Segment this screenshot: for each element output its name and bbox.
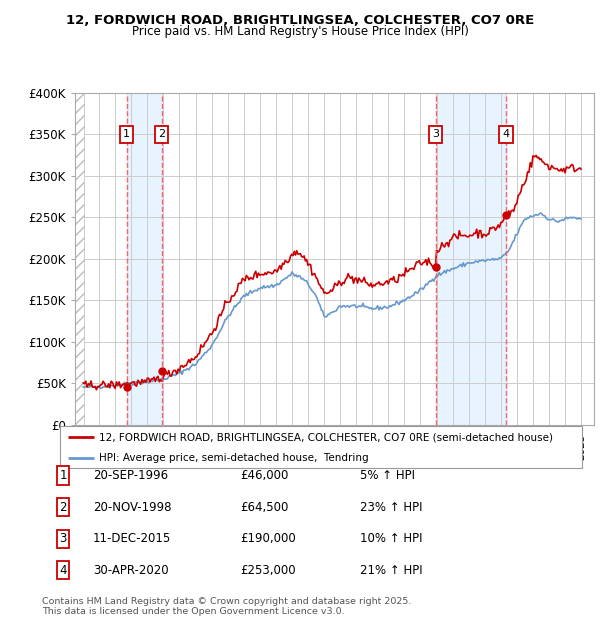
Text: 3: 3 xyxy=(59,533,67,545)
Text: 30-APR-2020: 30-APR-2020 xyxy=(93,564,169,577)
Text: 20-NOV-1998: 20-NOV-1998 xyxy=(93,501,172,513)
Text: 2: 2 xyxy=(158,130,165,140)
Text: 2: 2 xyxy=(59,501,67,513)
Bar xyxy=(127,93,161,425)
Text: 23% ↑ HPI: 23% ↑ HPI xyxy=(360,501,422,513)
Text: 20-SEP-1996: 20-SEP-1996 xyxy=(93,469,168,482)
Text: HPI: Average price, semi-detached house,  Tendring: HPI: Average price, semi-detached house,… xyxy=(99,453,369,463)
Text: 21% ↑ HPI: 21% ↑ HPI xyxy=(360,564,422,577)
Bar xyxy=(75,93,85,425)
Text: £64,500: £64,500 xyxy=(240,501,289,513)
Text: 4: 4 xyxy=(59,564,67,577)
Text: This data is licensed under the Open Government Licence v3.0.: This data is licensed under the Open Gov… xyxy=(42,607,344,616)
Text: 5% ↑ HPI: 5% ↑ HPI xyxy=(360,469,415,482)
Text: 11-DEC-2015: 11-DEC-2015 xyxy=(93,533,171,545)
Text: 12, FORDWICH ROAD, BRIGHTLINGSEA, COLCHESTER, CO7 0RE (semi-detached house): 12, FORDWICH ROAD, BRIGHTLINGSEA, COLCHE… xyxy=(99,432,553,442)
Text: Price paid vs. HM Land Registry's House Price Index (HPI): Price paid vs. HM Land Registry's House … xyxy=(131,25,469,38)
Text: 10% ↑ HPI: 10% ↑ HPI xyxy=(360,533,422,545)
Text: 4: 4 xyxy=(503,130,509,140)
Text: £46,000: £46,000 xyxy=(240,469,289,482)
Text: 1: 1 xyxy=(59,469,67,482)
Text: 12, FORDWICH ROAD, BRIGHTLINGSEA, COLCHESTER, CO7 0RE: 12, FORDWICH ROAD, BRIGHTLINGSEA, COLCHE… xyxy=(66,14,534,27)
Text: 1: 1 xyxy=(123,130,130,140)
Text: £190,000: £190,000 xyxy=(240,533,296,545)
Text: £253,000: £253,000 xyxy=(240,564,296,577)
Text: Contains HM Land Registry data © Crown copyright and database right 2025.: Contains HM Land Registry data © Crown c… xyxy=(42,597,412,606)
Bar xyxy=(436,93,506,425)
Text: 3: 3 xyxy=(432,130,439,140)
